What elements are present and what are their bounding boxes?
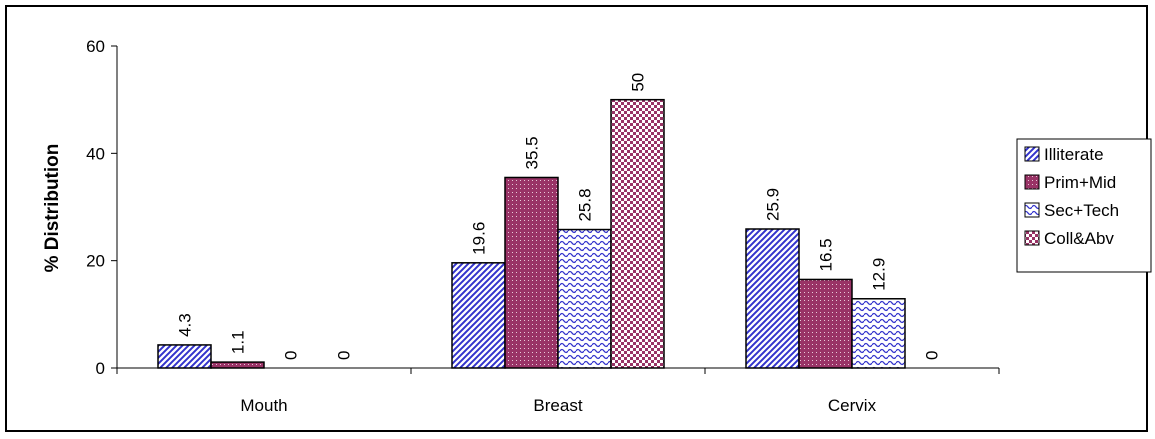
x-tick-label: Cervix bbox=[828, 396, 877, 415]
legend-label: Prim+Mid bbox=[1044, 173, 1116, 192]
data-label: 4.3 bbox=[176, 313, 195, 337]
legend-swatch bbox=[1024, 146, 1040, 162]
legend-swatch bbox=[1024, 174, 1040, 190]
legend-label: Illiterate bbox=[1044, 145, 1104, 164]
data-label: 0 bbox=[923, 351, 942, 360]
bar bbox=[557, 228, 612, 369]
data-label: 0 bbox=[335, 351, 354, 360]
legend-swatch bbox=[1024, 202, 1040, 218]
data-label: 0 bbox=[282, 351, 301, 360]
bar bbox=[798, 278, 853, 369]
bar bbox=[851, 298, 906, 369]
y-tick-label: 40 bbox=[86, 144, 105, 163]
bar bbox=[610, 98, 665, 369]
data-label: 12.9 bbox=[870, 258, 889, 291]
x-tick-label: Breast bbox=[533, 396, 582, 415]
legend-swatch bbox=[1024, 230, 1040, 246]
bars bbox=[157, 98, 906, 369]
data-label: 1.1 bbox=[229, 330, 248, 354]
data-labels: 4.3 1.1 0 0 19.6 35.5 25.8 50 25.9 16.5 12.9 0 bbox=[176, 73, 942, 360]
bar bbox=[157, 344, 212, 369]
legend-label: Sec+Tech bbox=[1044, 201, 1119, 220]
x-tick-label: Mouth bbox=[240, 396, 287, 415]
y-tick-label: 20 bbox=[86, 252, 105, 271]
y-tick-label: 0 bbox=[96, 359, 105, 378]
data-label: 25.9 bbox=[764, 188, 783, 221]
bar bbox=[745, 228, 800, 369]
data-label: 50 bbox=[629, 73, 648, 92]
data-label: 16.5 bbox=[817, 238, 836, 271]
bar bbox=[451, 262, 506, 369]
y-tick-label: 60 bbox=[86, 37, 105, 56]
y-axis-title: % Distribution bbox=[42, 144, 63, 273]
bar bbox=[504, 176, 559, 369]
legend-label: Coll&Abv bbox=[1044, 229, 1114, 248]
legend: Illiterate Prim+Mid Sec+Tech Coll&Abv bbox=[1016, 138, 1152, 273]
data-label: 35.5 bbox=[523, 136, 542, 169]
bar bbox=[210, 361, 265, 369]
data-label: 25.8 bbox=[576, 188, 595, 221]
data-label: 19.6 bbox=[470, 222, 489, 255]
